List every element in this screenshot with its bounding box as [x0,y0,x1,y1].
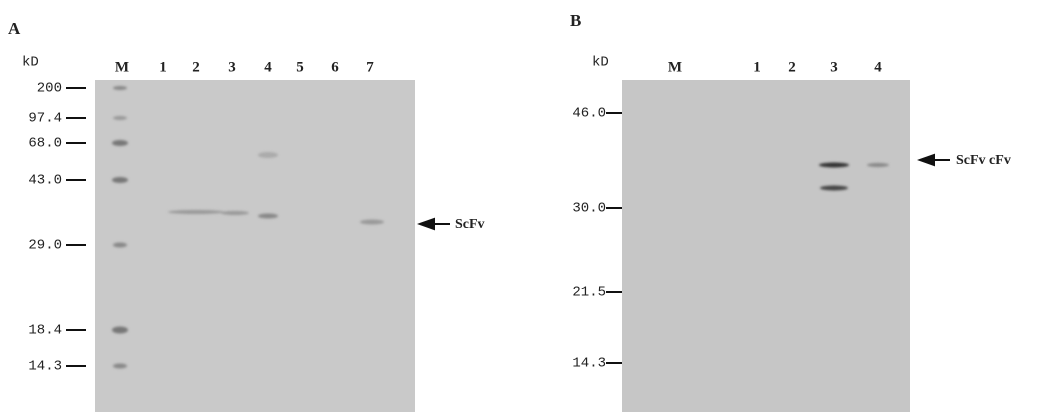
marker-label: 29.0 [28,238,62,254]
arrows [417,153,950,231]
marker-label: 46.0 [572,106,606,122]
bands [112,86,889,369]
lane-label: 3 [830,59,838,75]
panel-label: A [8,19,21,38]
panel-label: B [570,11,581,30]
unit-label: kD [22,55,39,71]
lane-label: 5 [296,59,304,75]
lane-label: M [115,59,129,75]
lane-label: 1 [159,59,167,75]
marker-label: 21.5 [572,285,606,301]
lane-label: 6 [331,59,339,75]
marker-label: 14.3 [572,356,606,372]
marker-label: 97.4 [28,111,62,127]
marker-label: 14.3 [28,359,62,375]
lane-label: 2 [788,59,796,75]
unit-label: kD [592,55,609,71]
gel-a [95,80,415,412]
lane-label: 2 [192,59,200,75]
marker-label: 43.0 [28,173,62,189]
marker-label: 200 [37,81,62,97]
lane-label: 1 [753,59,761,75]
lane-label: 4 [874,59,882,75]
lane-label: 7 [366,59,374,75]
lane-label: M [668,59,682,75]
annotation: ScFv [455,217,485,232]
lane-label: 3 [228,59,236,75]
marker-label: 18.4 [28,323,62,339]
annotation: ScFv cFv [956,153,1011,168]
gel-b [622,80,910,412]
marker-label: 68.0 [28,136,62,152]
lane-label: 4 [264,59,272,75]
marker-label: 30.0 [572,201,606,217]
